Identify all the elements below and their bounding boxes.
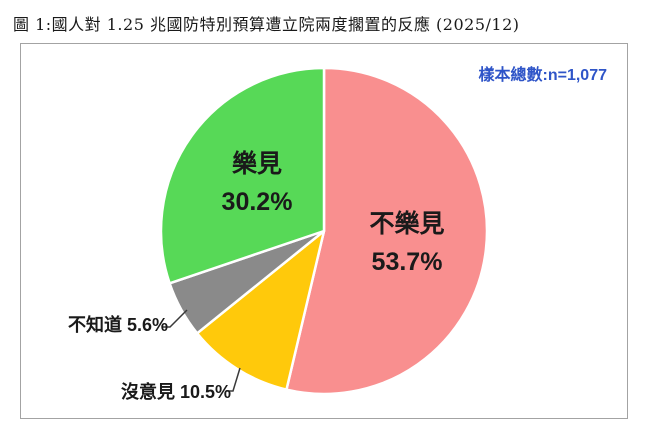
slice-label-disapprove: 不樂見 53.7% — [369, 205, 444, 281]
slice-label-approve-name: 樂見 — [231, 150, 283, 178]
slice-label-dont-know-value: 5.6% — [127, 315, 169, 335]
slice-label-disapprove-name: 不樂見 — [369, 210, 445, 238]
sample-size-note: 樣本總數:n=1,077 — [478, 67, 608, 84]
pie-slices — [159, 66, 489, 396]
pie-slice-0 — [285, 66, 489, 396]
pie-slice-1 — [195, 229, 326, 391]
pie-slice-3 — [159, 66, 326, 285]
slice-label-disapprove-value: 53.7% — [371, 248, 443, 276]
slice-label-no-opinion-name: 沒意見 — [121, 382, 175, 402]
slice-label-approve-value: 30.2% — [221, 188, 293, 216]
slice-label-no-opinion-value: 10.5% — [180, 382, 232, 402]
slice-label-approve: 樂見 30.2% — [222, 145, 293, 221]
figure-title: 圖 1:國人對 1.25 兆國防特別預算遭立院兩度擱置的反應 (2025/12) — [13, 15, 520, 34]
slice-label-dont-know-name: 不知道 — [68, 315, 122, 335]
slice-label-dont-know: 不知道 5.6% — [68, 311, 168, 337]
leader-line-dont-know — [162, 309, 188, 328]
slice-label-no-opinion: 沒意見 10.5% — [121, 378, 231, 404]
leader-line-no-opinion — [226, 367, 241, 392]
